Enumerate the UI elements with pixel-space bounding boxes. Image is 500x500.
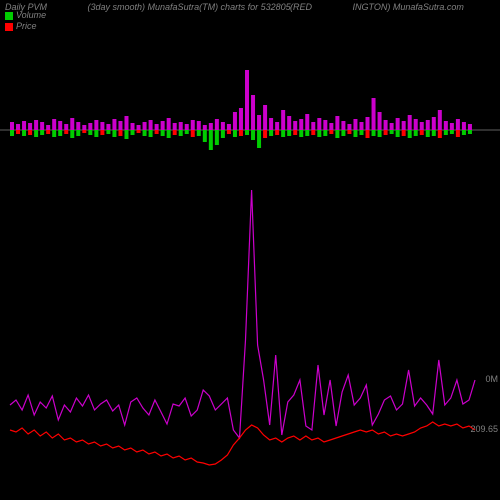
- chart-root: Daily PVM (3day smooth) MunafaSutra(TM) …: [0, 0, 500, 500]
- chart-legend: Volume Price: [5, 10, 46, 32]
- header-mid2: (RED: [290, 2, 350, 12]
- header-mid1: (3day smooth) MunafaSutra(TM) charts for…: [88, 2, 288, 12]
- legend-volume: Volume: [5, 10, 46, 21]
- legend-label-price: Price: [16, 21, 37, 31]
- chart-svg: [0, 0, 500, 500]
- legend-swatch-price: [5, 23, 13, 31]
- chart-header: Daily PVM (3day smooth) MunafaSutra(TM) …: [0, 2, 500, 12]
- legend-swatch-volume: [5, 12, 13, 20]
- legend-label-volume: Volume: [16, 10, 46, 20]
- volume-axis-label: 0M: [485, 374, 498, 384]
- header-right: INGTON) MunafaSutra.com: [353, 2, 464, 12]
- price-axis-label: 209.65: [470, 424, 498, 434]
- legend-price: Price: [5, 21, 46, 32]
